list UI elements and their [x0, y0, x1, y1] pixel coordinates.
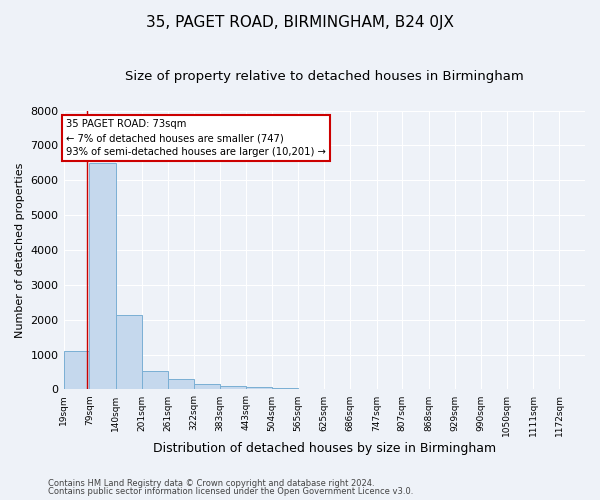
Bar	[116, 314, 142, 390]
Text: Contains public sector information licensed under the Open Government Licence v3: Contains public sector information licen…	[48, 487, 413, 496]
Bar	[246, 388, 272, 390]
Bar	[89, 163, 116, 390]
Text: Contains HM Land Registry data © Crown copyright and database right 2024.: Contains HM Land Registry data © Crown c…	[48, 478, 374, 488]
Bar	[194, 384, 220, 390]
Y-axis label: Number of detached properties: Number of detached properties	[15, 162, 25, 338]
Bar	[64, 351, 89, 390]
Bar	[167, 379, 194, 390]
Bar	[220, 386, 246, 390]
Title: Size of property relative to detached houses in Birmingham: Size of property relative to detached ho…	[125, 70, 524, 83]
X-axis label: Distribution of detached houses by size in Birmingham: Distribution of detached houses by size …	[153, 442, 496, 455]
Bar	[142, 371, 167, 390]
Text: 35, PAGET ROAD, BIRMINGHAM, B24 0JX: 35, PAGET ROAD, BIRMINGHAM, B24 0JX	[146, 15, 454, 30]
Text: 35 PAGET ROAD: 73sqm
← 7% of detached houses are smaller (747)
93% of semi-detac: 35 PAGET ROAD: 73sqm ← 7% of detached ho…	[65, 120, 326, 158]
Bar	[272, 388, 298, 390]
